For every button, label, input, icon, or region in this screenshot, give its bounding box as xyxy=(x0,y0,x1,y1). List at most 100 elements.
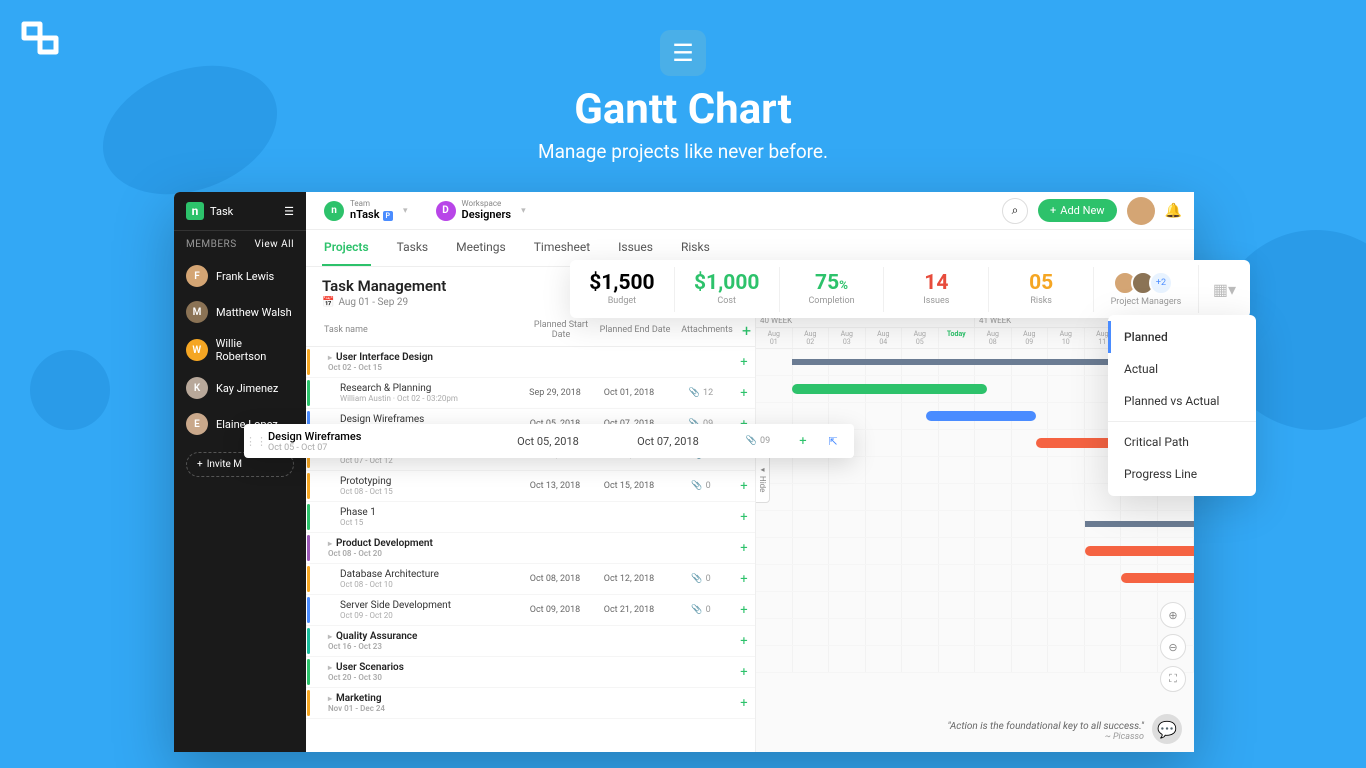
row-open-button[interactable]: ⇱ xyxy=(818,435,848,448)
sidebar-header: n Task ☰ xyxy=(174,192,306,230)
task-row[interactable]: ▸Quality AssuranceOct 16 - Oct 23 + ⇱ xyxy=(306,626,755,657)
view-menu-item[interactable]: Critical Path xyxy=(1108,426,1256,458)
app-window: n Task ☰ MEMBERS View All F Frank Lewis … xyxy=(174,192,1194,752)
quote-text: "Action is the foundational key to all s… xyxy=(947,721,1144,732)
task-row[interactable]: ▸User Interface DesignOct 02 - Oct 15 + … xyxy=(306,347,755,378)
task-row[interactable]: Server Side DevelopmentOct 09 - Oct 20 O… xyxy=(306,595,755,626)
topbar: n Team nTaskP ▾ D Workspace Designers ▾ … xyxy=(306,192,1194,230)
view-toggle-button[interactable]: ▦▾ xyxy=(1199,280,1250,299)
team-chip[interactable]: n Team nTaskP ▾ xyxy=(318,196,422,225)
task-name: Database Architecture xyxy=(340,569,439,580)
tab-projects[interactable]: Projects xyxy=(322,230,371,266)
view-menu-item[interactable]: Planned vs Actual xyxy=(1108,385,1256,417)
view-menu-item[interactable]: Progress Line xyxy=(1108,458,1256,490)
workspace-chip[interactable]: D Workspace Designers ▾ xyxy=(430,196,540,225)
row-add-button[interactable]: + xyxy=(736,572,752,587)
attachment-icon: 📎 xyxy=(691,481,702,491)
member-item[interactable]: F Frank Lewis xyxy=(174,258,306,294)
task-start-date: Sep 29, 2018 xyxy=(518,388,592,398)
row-add-button[interactable]: + xyxy=(736,510,752,525)
task-row[interactable]: Phase 1Oct 15 + ⇱ xyxy=(306,502,755,533)
task-row[interactable]: Research & PlanningWilliam Austin · Oct … xyxy=(306,378,755,409)
gantt-bar[interactable] xyxy=(792,384,987,394)
add-column-button[interactable]: + xyxy=(742,321,751,340)
row-add-button[interactable]: + xyxy=(736,634,752,649)
expand-icon[interactable]: ▸ xyxy=(328,539,332,548)
tab-meetings[interactable]: Meetings xyxy=(454,230,508,266)
menu-icon[interactable]: ☰ xyxy=(284,205,294,218)
row-add-button[interactable]: + xyxy=(736,386,752,401)
chat-button[interactable]: 💬 xyxy=(1152,714,1182,744)
floating-task-name: Design Wireframes xyxy=(268,430,488,443)
row-add-button[interactable]: + xyxy=(736,603,752,618)
gantt-summary-bar[interactable] xyxy=(1085,521,1195,527)
attachment-icon: 📎 xyxy=(689,388,700,398)
dragging-task-row[interactable]: ⋮⋮ Design Wireframes Oct 05 - Oct 07 Oct… xyxy=(244,424,854,458)
expand-icon[interactable]: ▸ xyxy=(328,353,332,362)
view-menu-item[interactable]: Planned xyxy=(1108,321,1256,353)
search-icon: ⌕ xyxy=(1012,203,1019,218)
drag-handle-icon[interactable]: ⋮⋮ xyxy=(244,435,268,448)
notifications-icon[interactable]: 🔔 xyxy=(1165,203,1182,219)
gantt-bar[interactable] xyxy=(1121,573,1194,583)
task-sub: Oct 16 - Oct 23 xyxy=(328,642,518,651)
user-avatar[interactable] xyxy=(1127,197,1155,225)
workspace-name: Designers xyxy=(462,208,512,221)
zoom-out-button[interactable]: ⊖ xyxy=(1160,634,1186,660)
task-row[interactable]: Database ArchitectureOct 08 - Oct 10 Oct… xyxy=(306,564,755,595)
expand-icon[interactable]: ▸ xyxy=(328,694,332,703)
task-name: Server Side Development xyxy=(340,600,451,611)
day-label: Aug01 xyxy=(756,328,793,348)
risks-value: 05 xyxy=(989,273,1093,294)
add-new-button[interactable]: + Add New xyxy=(1038,199,1117,222)
member-item[interactable]: K Kay Jimenez xyxy=(174,370,306,406)
task-name: Research & Planning xyxy=(340,383,431,394)
member-name: Matthew Walsh xyxy=(216,306,292,319)
completion-suffix: % xyxy=(839,278,848,292)
expand-icon[interactable]: ▸ xyxy=(328,663,332,672)
view-menu-item[interactable]: Actual xyxy=(1108,353,1256,385)
member-name: Frank Lewis xyxy=(216,270,274,283)
task-attachments: 📎12 xyxy=(666,388,736,398)
row-add-button[interactable]: + xyxy=(736,696,752,711)
att-count: 0 xyxy=(706,481,711,491)
task-sub: Oct 20 - Oct 30 xyxy=(328,673,518,682)
day-label: Aug09 xyxy=(1012,328,1049,348)
task-name: User Scenarios xyxy=(336,662,404,673)
fit-button[interactable]: ⛶ xyxy=(1160,666,1186,692)
add-new-label: Add New xyxy=(1060,204,1104,217)
row-add-button[interactable]: + xyxy=(736,541,752,556)
col-start: Planned Start Date xyxy=(524,320,598,340)
gantt-bar[interactable] xyxy=(926,411,1036,421)
task-row[interactable]: ▸MarketingNov 01 - Dec 24 + ⇱ xyxy=(306,688,755,719)
member-item[interactable]: W Willie Robertson xyxy=(174,330,306,370)
attachment-icon: 📎 xyxy=(691,605,702,615)
tab-tasks[interactable]: Tasks xyxy=(395,230,431,266)
managers-more[interactable]: +2 xyxy=(1149,271,1173,295)
search-button[interactable]: ⌕ xyxy=(1002,198,1028,224)
expand-icon[interactable]: ▸ xyxy=(328,632,332,641)
hide-panel-button[interactable]: ◂ Hide xyxy=(756,454,770,503)
sidebar-brand-text: Task xyxy=(210,205,233,218)
task-sub: William Austin · Oct 02 - 03:20pm xyxy=(340,394,518,403)
task-row[interactable]: ▸User ScenariosOct 20 - Oct 30 + ⇱ xyxy=(306,657,755,688)
member-item[interactable]: M Matthew Walsh xyxy=(174,294,306,330)
timeline-row xyxy=(756,646,1194,673)
timeline-row xyxy=(756,565,1194,592)
stat-risks: 05 Risks xyxy=(989,267,1094,312)
view-menu-dropdown: PlannedActualPlanned vs Actual Critical P… xyxy=(1108,315,1256,496)
sidebar-brand[interactable]: n Task xyxy=(186,202,233,220)
main-content: n Team nTaskP ▾ D Workspace Designers ▾ … xyxy=(306,192,1194,752)
gantt-bar[interactable] xyxy=(1085,546,1195,556)
stat-issues: 14 Issues xyxy=(884,267,989,312)
row-add-button[interactable]: + xyxy=(788,434,818,449)
quote-author: ~ Picasso xyxy=(947,732,1144,742)
view-all-link[interactable]: View All xyxy=(255,239,294,250)
row-add-button[interactable]: + xyxy=(736,355,752,370)
task-row[interactable]: PrototypingOct 08 - Oct 15 Oct 13, 2018 … xyxy=(306,471,755,502)
task-row[interactable]: ▸Product DevelopmentOct 08 - Oct 20 + ⇱ xyxy=(306,533,755,564)
issues-value: 14 xyxy=(884,273,988,294)
row-add-button[interactable]: + xyxy=(736,479,752,494)
zoom-in-button[interactable]: ⊕ xyxy=(1160,602,1186,628)
row-add-button[interactable]: + xyxy=(736,665,752,680)
